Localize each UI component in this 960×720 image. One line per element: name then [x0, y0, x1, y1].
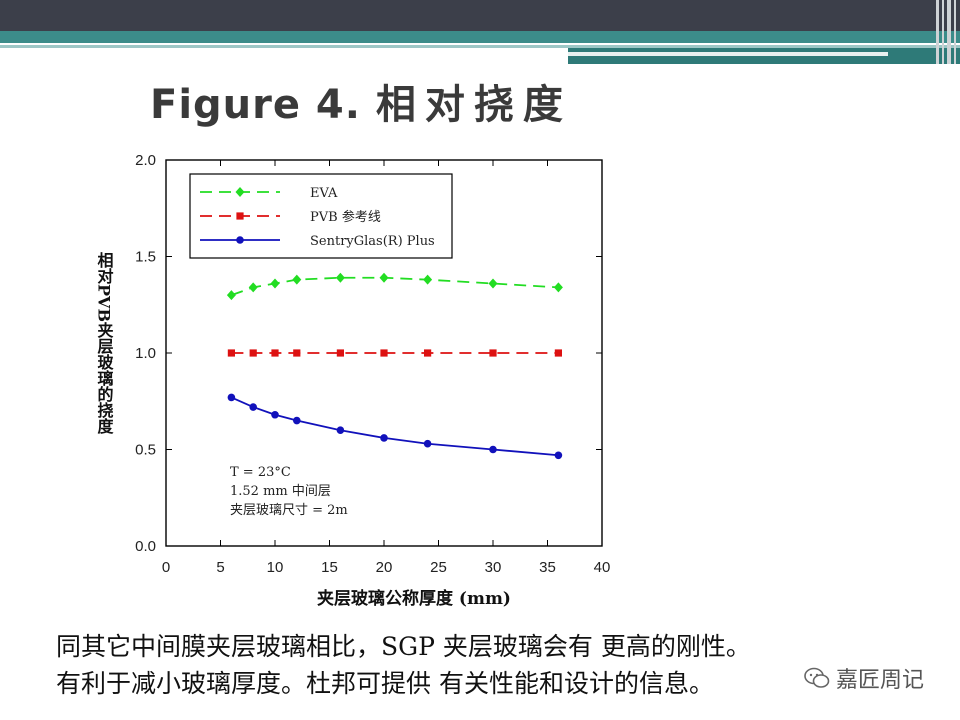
- deflection-chart: 0 5 10 15 20 25 30 35 40 0.0 0.5 1.0 1.5 2.0 EVA PVB 参…: [95, 152, 611, 609]
- data-point-circle: [249, 403, 257, 411]
- data-point-circle: [336, 426, 345, 435]
- x-tick-label: 15: [321, 559, 338, 576]
- x-tick-label: 5: [216, 559, 224, 576]
- data-point-square: [380, 349, 388, 357]
- data-point-square: [424, 349, 432, 357]
- header-teal-line: [0, 45, 960, 48]
- y-tick-label: 1.5: [135, 249, 156, 266]
- y-tick-label: 2.0: [135, 152, 156, 169]
- data-point-diamond: [379, 272, 389, 283]
- data-point-diamond: [423, 274, 433, 285]
- data-point-diamond: [553, 282, 563, 293]
- x-tick-label: 0: [162, 559, 170, 576]
- data-point-diamond: [248, 282, 258, 293]
- series-line-2: [231, 396, 559, 457]
- data-point-square: [293, 349, 301, 357]
- data-point-diamond: [488, 278, 498, 289]
- y-tick-label: 0.0: [135, 538, 156, 555]
- slide-title: Figure 4. 相对挠度: [150, 72, 572, 130]
- header-step-line: [568, 52, 888, 56]
- data-point-square: [554, 349, 562, 357]
- data-point-circle: [380, 434, 388, 442]
- y-tick-label: 0.5: [135, 442, 156, 459]
- header-teal-band: [0, 31, 960, 43]
- x-tick-label: 10: [267, 559, 284, 576]
- legend-box: [189, 173, 453, 259]
- x-axis-label: 夹层玻璃公称厚度 (mm): [317, 588, 511, 609]
- legend-label: EVA: [310, 186, 338, 201]
- caption-line-1: 同其它中间膜夹层玻璃相比，SGP 夹层玻璃会有 更高的刚性。: [56, 632, 751, 661]
- chart-annotation: 1.52 mm 中间层: [230, 484, 331, 499]
- legend-label: PVB 参考线: [310, 209, 381, 225]
- data-point-circle: [227, 393, 236, 402]
- data-point-circle: [554, 451, 563, 460]
- data-point-circle: [236, 236, 244, 244]
- data-point-circle: [271, 410, 279, 419]
- legend-label: SentryGlas(R) Plus: [310, 234, 435, 249]
- data-point-diamond: [335, 272, 345, 283]
- data-point-circle: [293, 416, 301, 425]
- slide-caption: 同其它中间膜夹层玻璃相比，SGP 夹层玻璃会有 更高的刚性。 有利于减小玻璃厚度…: [56, 628, 946, 702]
- data-point-diamond: [270, 278, 280, 289]
- header-vertical-bars: [934, 0, 960, 64]
- data-point-circle: [423, 439, 432, 448]
- series-line-0: [231, 276, 559, 296]
- header-step-band: [568, 48, 960, 64]
- x-tick-label: 20: [376, 559, 393, 576]
- x-tick-label: 35: [539, 559, 556, 576]
- data-point-square: [489, 349, 497, 357]
- slide-title-en: Figure 4.: [150, 82, 361, 128]
- data-point-circle: [489, 445, 497, 454]
- slide-title-cn: 相对挠度: [375, 82, 572, 128]
- data-point-square: [271, 349, 279, 357]
- caption-line-2: 有利于减小玻璃厚度。杜邦可提供 有关性能和设计的信息。: [56, 669, 714, 698]
- chart-annotation: T = 23°C: [230, 465, 291, 480]
- data-point-square: [236, 212, 244, 220]
- data-point-diamond: [226, 290, 236, 301]
- chart-annotation: 夹层玻璃尺寸 = 2m: [230, 503, 348, 518]
- data-point-square: [249, 349, 257, 357]
- data-point-diamond: [235, 187, 245, 197]
- watermark-text: 嘉匠周记: [836, 668, 925, 693]
- watermark: 嘉匠周记: [800, 662, 929, 694]
- x-tick-label: 25: [430, 559, 447, 576]
- data-point-diamond: [292, 274, 302, 285]
- data-point-square: [227, 349, 235, 357]
- y-axis-label: 相对PVB夹层玻璃的挠度: [95, 251, 114, 435]
- data-point-square: [336, 349, 344, 357]
- wechat-icon: [804, 667, 830, 688]
- x-tick-label: 40: [594, 559, 611, 576]
- header-dark-band: [0, 0, 960, 31]
- y-tick-label: 1.0: [135, 345, 156, 362]
- x-tick-label: 30: [485, 559, 502, 576]
